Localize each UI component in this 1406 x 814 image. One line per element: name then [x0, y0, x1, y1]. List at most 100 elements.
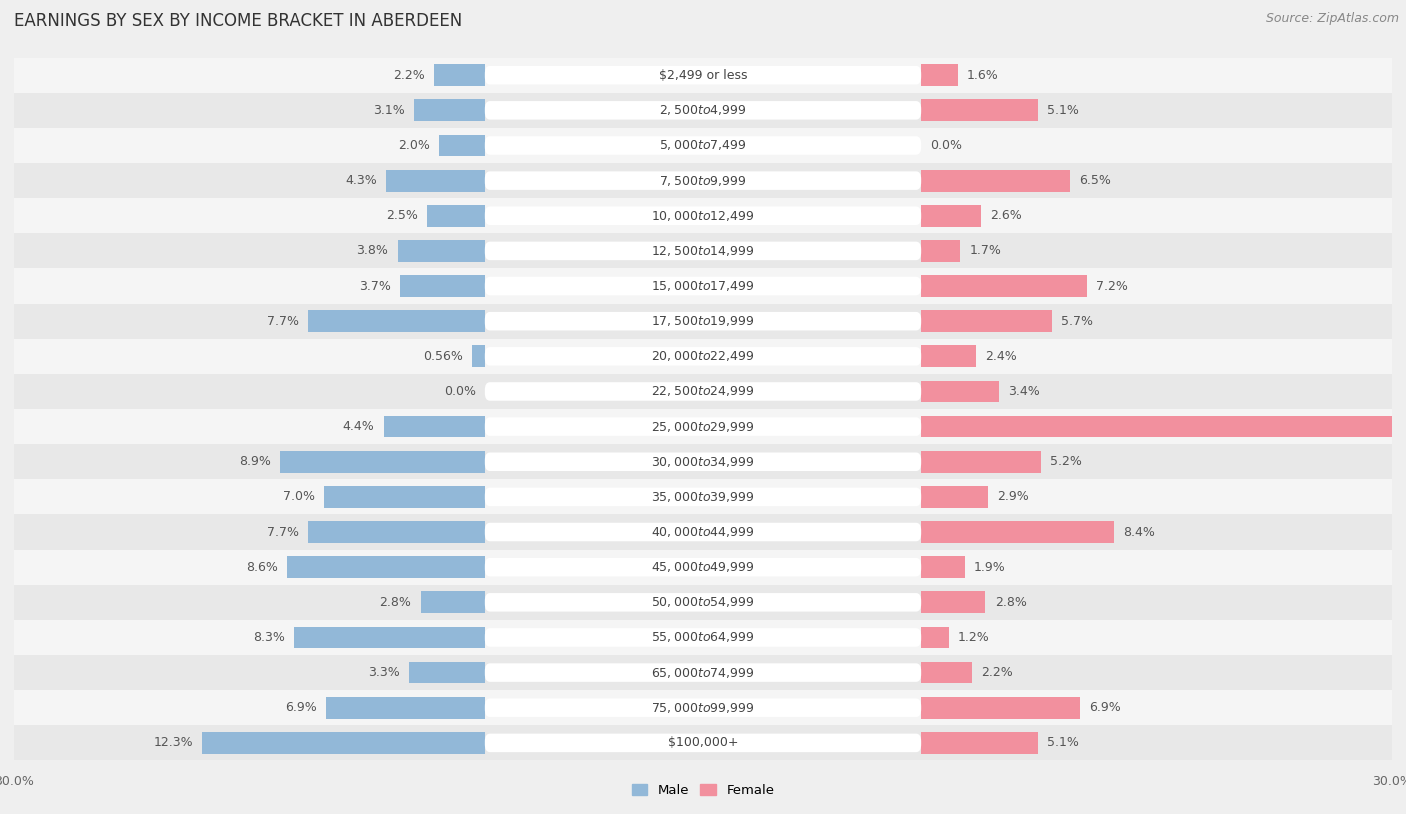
- Text: $2,500 to $4,999: $2,500 to $4,999: [659, 103, 747, 117]
- Text: 2.5%: 2.5%: [387, 209, 418, 222]
- FancyBboxPatch shape: [14, 444, 1392, 479]
- Text: 4.3%: 4.3%: [344, 174, 377, 187]
- Text: 2.6%: 2.6%: [990, 209, 1022, 222]
- FancyBboxPatch shape: [485, 172, 921, 190]
- Bar: [413, 99, 485, 121]
- FancyBboxPatch shape: [485, 312, 921, 330]
- FancyBboxPatch shape: [14, 93, 1392, 128]
- Bar: [326, 697, 485, 719]
- Bar: [308, 310, 485, 332]
- Bar: [280, 451, 485, 473]
- Text: $75,000 to $99,999: $75,000 to $99,999: [651, 701, 755, 715]
- Bar: [921, 240, 960, 262]
- Text: 2.2%: 2.2%: [394, 68, 425, 81]
- Text: $30,000 to $34,999: $30,000 to $34,999: [651, 455, 755, 469]
- Text: 5.7%: 5.7%: [1062, 315, 1094, 328]
- Text: 7.0%: 7.0%: [283, 490, 315, 503]
- Text: $35,000 to $39,999: $35,000 to $39,999: [651, 490, 755, 504]
- Bar: [921, 486, 988, 508]
- FancyBboxPatch shape: [485, 733, 921, 752]
- FancyBboxPatch shape: [485, 523, 921, 541]
- Bar: [387, 170, 485, 191]
- FancyBboxPatch shape: [485, 383, 921, 400]
- Text: $100,000+: $100,000+: [668, 737, 738, 750]
- Bar: [921, 592, 986, 613]
- Text: 2.4%: 2.4%: [986, 350, 1017, 363]
- Bar: [287, 556, 485, 578]
- Bar: [921, 451, 1040, 473]
- Bar: [409, 662, 485, 684]
- FancyBboxPatch shape: [14, 620, 1392, 655]
- Text: 5.2%: 5.2%: [1050, 455, 1081, 468]
- Text: $7,500 to $9,999: $7,500 to $9,999: [659, 173, 747, 187]
- Text: 12.3%: 12.3%: [153, 737, 193, 750]
- Bar: [921, 662, 972, 684]
- Bar: [921, 627, 949, 648]
- Text: EARNINGS BY SEX BY INCOME BRACKET IN ABERDEEN: EARNINGS BY SEX BY INCOME BRACKET IN ABE…: [14, 12, 463, 30]
- FancyBboxPatch shape: [14, 374, 1392, 409]
- Legend: Male, Female: Male, Female: [626, 779, 780, 803]
- Bar: [921, 697, 1080, 719]
- Bar: [434, 64, 485, 86]
- Text: $12,500 to $14,999: $12,500 to $14,999: [651, 244, 755, 258]
- Text: $10,000 to $12,499: $10,000 to $12,499: [651, 208, 755, 223]
- Text: 3.4%: 3.4%: [1008, 385, 1040, 398]
- FancyBboxPatch shape: [14, 58, 1392, 93]
- FancyBboxPatch shape: [485, 418, 921, 435]
- FancyBboxPatch shape: [14, 725, 1392, 760]
- Bar: [921, 521, 1114, 543]
- FancyBboxPatch shape: [14, 339, 1392, 374]
- Text: 5.1%: 5.1%: [1047, 104, 1080, 117]
- Text: 6.9%: 6.9%: [1088, 701, 1121, 714]
- FancyBboxPatch shape: [14, 304, 1392, 339]
- Text: 6.9%: 6.9%: [285, 701, 318, 714]
- Bar: [921, 381, 1000, 402]
- Text: $20,000 to $22,499: $20,000 to $22,499: [651, 349, 755, 363]
- FancyBboxPatch shape: [485, 347, 921, 365]
- FancyBboxPatch shape: [14, 584, 1392, 620]
- Text: Source: ZipAtlas.com: Source: ZipAtlas.com: [1265, 12, 1399, 25]
- FancyBboxPatch shape: [14, 409, 1392, 444]
- FancyBboxPatch shape: [14, 198, 1392, 234]
- Text: 8.3%: 8.3%: [253, 631, 285, 644]
- Text: 2.8%: 2.8%: [994, 596, 1026, 609]
- Bar: [921, 99, 1038, 121]
- Bar: [921, 64, 957, 86]
- Bar: [294, 627, 485, 648]
- Text: 7.2%: 7.2%: [1095, 279, 1128, 292]
- Bar: [308, 521, 485, 543]
- Bar: [472, 345, 485, 367]
- Text: 2.2%: 2.2%: [981, 666, 1012, 679]
- Bar: [921, 345, 976, 367]
- FancyBboxPatch shape: [485, 136, 921, 155]
- Bar: [439, 134, 485, 156]
- Text: 2.8%: 2.8%: [380, 596, 412, 609]
- Text: 4.4%: 4.4%: [343, 420, 374, 433]
- Text: 8.4%: 8.4%: [1123, 526, 1156, 539]
- Text: 0.0%: 0.0%: [931, 139, 962, 152]
- Text: $65,000 to $74,999: $65,000 to $74,999: [651, 666, 755, 680]
- Text: 2.9%: 2.9%: [997, 490, 1029, 503]
- Bar: [384, 416, 485, 437]
- Bar: [398, 240, 485, 262]
- FancyBboxPatch shape: [485, 453, 921, 471]
- FancyBboxPatch shape: [14, 163, 1392, 198]
- Bar: [399, 275, 485, 297]
- FancyBboxPatch shape: [14, 269, 1392, 304]
- Text: 0.56%: 0.56%: [423, 350, 463, 363]
- FancyBboxPatch shape: [485, 277, 921, 295]
- Text: 8.9%: 8.9%: [239, 455, 271, 468]
- FancyBboxPatch shape: [485, 593, 921, 611]
- Bar: [427, 205, 485, 226]
- FancyBboxPatch shape: [485, 242, 921, 260]
- Text: 5.1%: 5.1%: [1047, 737, 1080, 750]
- Text: 3.1%: 3.1%: [373, 104, 405, 117]
- Text: $2,499 or less: $2,499 or less: [659, 68, 747, 81]
- Text: $55,000 to $64,999: $55,000 to $64,999: [651, 631, 755, 645]
- Bar: [921, 170, 1070, 191]
- Text: 2.0%: 2.0%: [398, 139, 430, 152]
- FancyBboxPatch shape: [485, 558, 921, 576]
- Text: 6.5%: 6.5%: [1080, 174, 1112, 187]
- Bar: [921, 310, 1052, 332]
- Bar: [921, 732, 1038, 754]
